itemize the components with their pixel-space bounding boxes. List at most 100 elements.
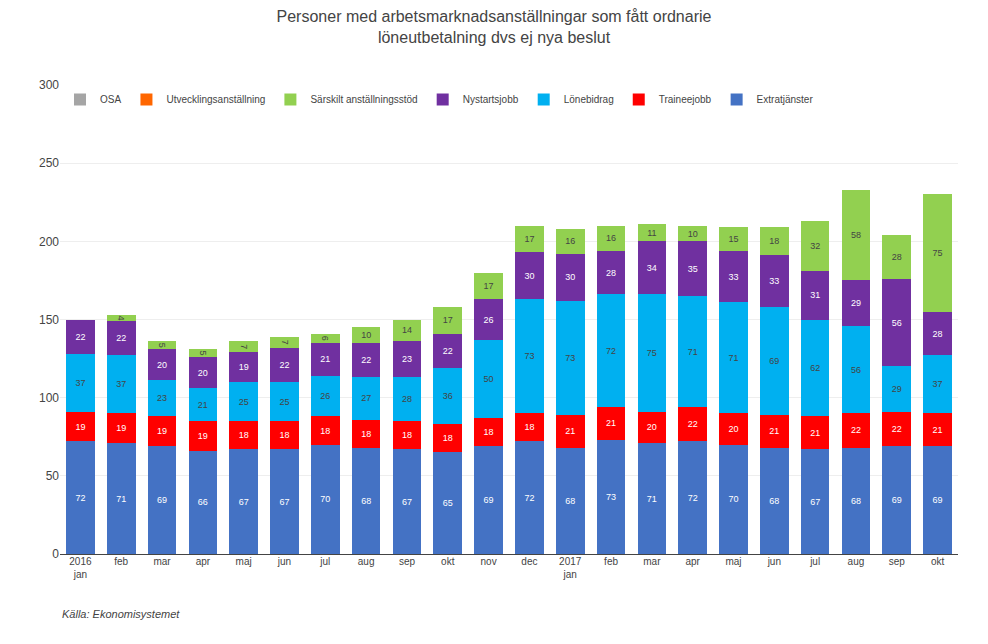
svg-text:16: 16	[606, 233, 616, 243]
svg-text:apr: apr	[196, 556, 211, 567]
svg-text:33: 33	[728, 272, 738, 282]
svg-text:2016jan: 2016jan	[69, 556, 92, 580]
svg-text:22: 22	[443, 346, 453, 356]
svg-text:300: 300	[39, 78, 59, 92]
svg-text:28: 28	[606, 268, 616, 278]
svg-text:72: 72	[606, 346, 616, 356]
svg-text:21: 21	[810, 428, 820, 438]
svg-text:58: 58	[851, 230, 861, 240]
svg-text:67: 67	[402, 497, 412, 507]
svg-text:50: 50	[46, 469, 60, 483]
svg-text:11: 11	[647, 228, 656, 238]
svg-text:69: 69	[769, 356, 779, 366]
svg-text:18: 18	[443, 433, 453, 443]
svg-text:31: 31	[810, 290, 820, 300]
svg-text:75: 75	[933, 248, 943, 258]
svg-text:5: 5	[157, 343, 167, 348]
svg-text:17: 17	[524, 234, 534, 244]
svg-text:21: 21	[606, 418, 616, 428]
svg-text:jun: jun	[767, 556, 781, 567]
svg-text:68: 68	[565, 496, 575, 506]
svg-text:22: 22	[361, 355, 371, 365]
svg-text:56: 56	[892, 318, 902, 328]
svg-text:28: 28	[402, 394, 412, 404]
svg-text:Lönebidrag: Lönebidrag	[564, 94, 614, 105]
svg-text:37: 37	[933, 379, 943, 389]
svg-text:69: 69	[157, 495, 167, 505]
svg-text:Personer med arbetsmarknadsans: Personer med arbetsmarknadsanställningar…	[277, 8, 712, 46]
svg-text:29: 29	[851, 298, 861, 308]
svg-text:21: 21	[933, 425, 943, 435]
svg-text:26: 26	[320, 391, 330, 401]
svg-text:apr: apr	[685, 556, 700, 567]
svg-text:2017jan: 2017jan	[559, 556, 582, 580]
svg-text:4: 4	[116, 315, 126, 320]
svg-text:16: 16	[565, 236, 575, 246]
svg-text:67: 67	[239, 497, 249, 507]
svg-text:29: 29	[892, 384, 902, 394]
svg-text:mar: mar	[643, 556, 661, 567]
svg-text:23: 23	[402, 354, 412, 364]
svg-text:Källa: Ekonomisystemet: Källa: Ekonomisystemet	[62, 608, 180, 620]
svg-text:19: 19	[239, 362, 249, 372]
svg-text:22: 22	[851, 425, 861, 435]
svg-text:19: 19	[75, 422, 85, 432]
svg-text:35: 35	[688, 264, 698, 274]
svg-text:21: 21	[198, 400, 208, 410]
svg-text:28: 28	[892, 252, 902, 262]
svg-text:68: 68	[769, 496, 779, 506]
svg-text:5: 5	[198, 351, 208, 356]
svg-text:71: 71	[116, 494, 126, 504]
svg-text:75: 75	[647, 348, 657, 358]
svg-text:19: 19	[157, 426, 167, 436]
svg-text:10: 10	[361, 330, 371, 340]
svg-text:71: 71	[688, 347, 698, 357]
svg-text:18: 18	[524, 422, 534, 432]
svg-text:56: 56	[851, 365, 861, 375]
svg-text:feb: feb	[114, 556, 128, 567]
svg-text:72: 72	[75, 493, 85, 503]
svg-text:okt: okt	[931, 556, 945, 567]
svg-text:25: 25	[239, 397, 249, 407]
svg-text:69: 69	[892, 495, 902, 505]
svg-text:18: 18	[239, 430, 249, 440]
svg-text:20: 20	[728, 424, 738, 434]
svg-text:mar: mar	[153, 556, 171, 567]
svg-text:70: 70	[728, 494, 738, 504]
svg-text:20: 20	[647, 422, 657, 432]
svg-text:jul: jul	[809, 556, 820, 567]
svg-text:25: 25	[279, 397, 289, 407]
svg-text:aug: aug	[358, 556, 375, 567]
svg-text:Nystartsjobb: Nystartsjobb	[463, 94, 519, 105]
svg-text:50: 50	[484, 374, 494, 384]
svg-text:68: 68	[361, 496, 371, 506]
svg-text:17: 17	[484, 281, 494, 291]
svg-text:15: 15	[728, 234, 738, 244]
svg-text:71: 71	[647, 494, 657, 504]
svg-text:okt: okt	[441, 556, 455, 567]
svg-text:37: 37	[75, 378, 85, 388]
svg-text:22: 22	[892, 424, 902, 434]
svg-text:nov: nov	[481, 556, 497, 567]
svg-text:200: 200	[39, 235, 59, 249]
svg-text:18: 18	[320, 426, 330, 436]
svg-text:22: 22	[75, 332, 85, 342]
svg-text:7: 7	[280, 340, 290, 345]
svg-text:jul: jul	[319, 556, 330, 567]
svg-text:26: 26	[484, 315, 494, 325]
svg-text:18: 18	[279, 430, 289, 440]
svg-text:21: 21	[320, 354, 330, 364]
svg-text:32: 32	[810, 241, 820, 251]
svg-text:22: 22	[279, 360, 289, 370]
svg-text:66: 66	[198, 497, 208, 507]
svg-text:30: 30	[524, 271, 534, 281]
svg-text:22: 22	[116, 333, 126, 343]
svg-text:21: 21	[769, 426, 779, 436]
svg-text:6: 6	[320, 336, 330, 341]
svg-text:73: 73	[606, 492, 616, 502]
svg-text:69: 69	[484, 495, 494, 505]
svg-text:18: 18	[361, 429, 371, 439]
svg-text:100: 100	[39, 391, 59, 405]
svg-text:23: 23	[157, 393, 167, 403]
svg-text:73: 73	[524, 351, 534, 361]
